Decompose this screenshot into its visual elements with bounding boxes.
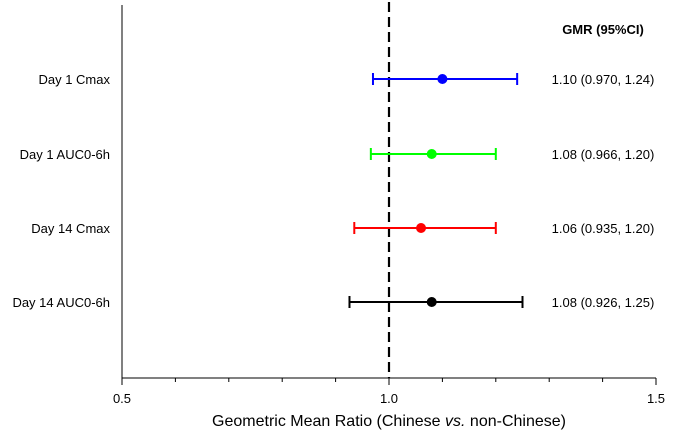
- x-tick-label: 1.0: [380, 391, 398, 406]
- forest-row: Day 1 Cmax 1.10 (0.970, 1.24): [38, 72, 654, 87]
- row-label: Day 14 Cmax: [31, 221, 110, 236]
- x-axis-title-suffix: non-Chinese): [465, 413, 566, 430]
- gmr-point: [416, 223, 427, 233]
- gmr-point: [426, 149, 437, 159]
- forest-row: Day 14 AUC0-6h 1.08 (0.926, 1.25): [12, 295, 654, 310]
- row-gmr-text: 1.06 (0.935, 1.20): [552, 221, 655, 236]
- x-axis-title-italic: vs.: [445, 413, 465, 430]
- row-gmr-text: 1.08 (0.966, 1.20): [552, 147, 655, 162]
- x-tick-label: 0.5: [113, 391, 131, 406]
- x-tick-label: 1.5: [647, 391, 665, 406]
- forest-row: Day 1 AUC0-6h 1.08 (0.966, 1.20): [20, 147, 655, 162]
- row-label: Day 14 AUC0-6h: [12, 295, 110, 310]
- row-gmr-text: 1.08 (0.926, 1.25): [552, 295, 655, 310]
- column-header: GMR (95%CI): [562, 22, 644, 37]
- row-label: Day 1 AUC0-6h: [20, 147, 110, 162]
- row-label: Day 1 Cmax: [38, 72, 110, 87]
- forest-rows: Day 1 Cmax 1.10 (0.970, 1.24) Day 1 AUC0-6…: [12, 72, 654, 310]
- forest-row: Day 14 Cmax 1.06 (0.935, 1.20): [31, 221, 654, 236]
- x-axis-title-prefix: Geometric Mean Ratio (Chinese: [212, 413, 445, 430]
- x-ticks: 0.5 1.0 1.5: [113, 378, 665, 406]
- gmr-point: [426, 297, 437, 307]
- x-axis-title: Geometric Mean Ratio (Chinese vs. non-Ch…: [212, 413, 566, 430]
- row-gmr-text: 1.10 (0.970, 1.24): [552, 72, 655, 87]
- gmr-point: [437, 74, 448, 84]
